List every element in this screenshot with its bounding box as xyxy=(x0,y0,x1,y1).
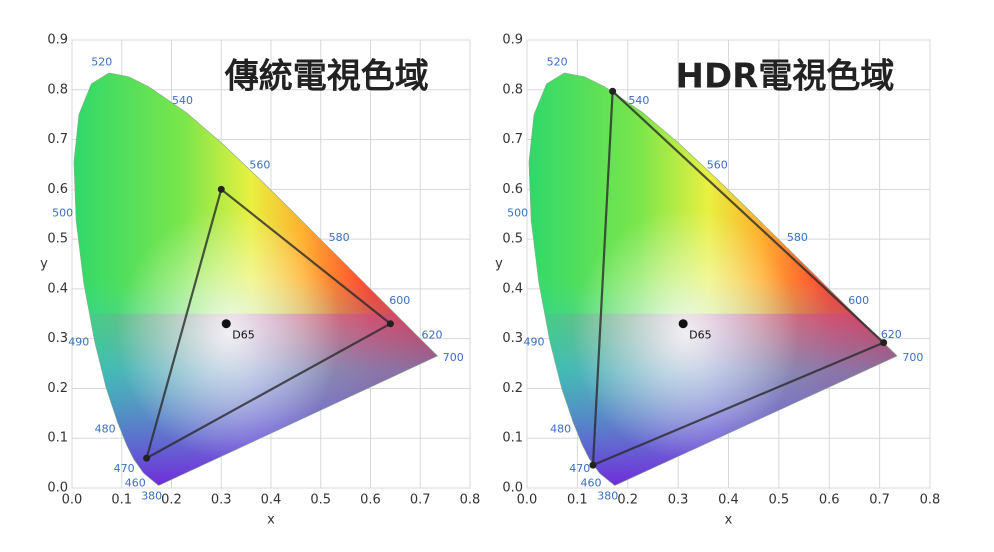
y-tick-label: 0.1 xyxy=(47,431,68,446)
y-tick-label: 0.6 xyxy=(47,182,68,197)
x-tick-label: 0.5 xyxy=(769,493,790,508)
y-tick-label: 0.2 xyxy=(47,381,68,396)
x-axis-label: x xyxy=(267,513,275,528)
x-tick-label: 0.2 xyxy=(617,493,638,508)
wavelength-label: 460 xyxy=(125,476,146,489)
white-point xyxy=(221,319,231,329)
chart: 0.0 0.1 0.2 0.3 0.4 0.5 0.6 0.7 0.8 0.0 0.1 0.2 0.3 0… xyxy=(495,33,940,528)
y-axis-label: y xyxy=(495,257,503,272)
x-tick-label: 0.4 xyxy=(261,493,282,508)
wavelength-label: 580 xyxy=(787,231,808,244)
chart: 0.0 0.1 0.2 0.3 0.4 0.5 0.6 0.7 0.8 0.0 0.1 0.2 0.3 0… xyxy=(40,33,480,528)
wavelength-label: 490 xyxy=(523,336,544,349)
y-tick-label: 0.7 xyxy=(502,132,523,147)
x-tick-label: 0.3 xyxy=(211,493,232,508)
y-tick-label: 0.8 xyxy=(47,82,68,97)
chart-title: HDR電視色域 xyxy=(675,57,894,97)
x-tick-label: 0.4 xyxy=(718,493,739,508)
white-point-label: D65 xyxy=(232,329,254,342)
wavelength-label: 560 xyxy=(707,158,728,171)
x-tick-label: 0.1 xyxy=(567,493,588,508)
x-tick-label: 0.7 xyxy=(410,493,431,508)
gamut-vertex xyxy=(609,87,617,95)
wavelength-label: 540 xyxy=(172,94,193,107)
gamut-vertex xyxy=(143,454,151,462)
x-tick-label: 0.5 xyxy=(310,493,331,508)
x-axis-label: x xyxy=(725,513,733,528)
gamut-triangle xyxy=(144,187,393,461)
y-tick-label: 0.5 xyxy=(47,232,68,247)
wavelength-label: 600 xyxy=(848,294,869,307)
white-point-label: D65 xyxy=(689,329,711,342)
wavelength-label: 380 xyxy=(141,489,162,502)
wavelength-label: 380 xyxy=(597,489,618,502)
wavelength-label: 520 xyxy=(91,55,112,68)
wavelength-label: 700 xyxy=(902,351,923,364)
y-tick-label: 0.4 xyxy=(502,281,523,296)
y-tick-label: 0.0 xyxy=(502,481,523,496)
wavelength-label: 620 xyxy=(881,328,902,341)
y-tick-label: 0.9 xyxy=(47,33,68,48)
chart-title: 傳統電視色域 xyxy=(224,57,429,97)
y-tick-label: 0.6 xyxy=(502,182,523,197)
spectral-locus xyxy=(528,72,898,486)
y-tick-label: 0.3 xyxy=(47,331,68,346)
y-tick-label: 0.5 xyxy=(502,232,523,247)
y-tick-label: 0.1 xyxy=(502,431,523,446)
x-tick-label: 0.1 xyxy=(111,493,132,508)
gamut-vertex xyxy=(386,320,394,328)
y-tick-label: 0.8 xyxy=(502,82,523,97)
wavelength-label: 600 xyxy=(389,294,410,307)
y-tick-label: 0.4 xyxy=(47,281,68,296)
x-tick-label: 0.7 xyxy=(869,493,890,508)
gamut-vertex xyxy=(217,185,225,193)
x-tick-label: 0.6 xyxy=(360,493,381,508)
gamut-triangle xyxy=(591,88,886,467)
wavelength-label: 580 xyxy=(329,231,350,244)
y-tick-label: 0.7 xyxy=(47,132,68,147)
x-tick-label: 0.0 xyxy=(517,493,538,508)
wavelength-label: 460 xyxy=(581,476,602,489)
x-tick-label: 0.0 xyxy=(62,493,83,508)
wavelength-label: 620 xyxy=(421,328,442,341)
wavelength-label: 700 xyxy=(443,351,464,364)
wavelength-label: 470 xyxy=(569,462,590,475)
wavelength-label: 560 xyxy=(249,158,270,171)
white-point xyxy=(678,319,688,329)
gamut-vertex xyxy=(880,339,888,347)
wavelength-label: 490 xyxy=(68,336,89,349)
wavelength-label: 480 xyxy=(550,423,571,436)
wavelength-label: 540 xyxy=(628,94,649,107)
x-tick-label: 0.6 xyxy=(819,493,840,508)
y-axis-label: y xyxy=(40,257,48,272)
wavelength-label: 470 xyxy=(114,462,135,475)
y-tick-label: 0.9 xyxy=(502,33,523,48)
x-tick-label: 0.3 xyxy=(668,493,689,508)
wavelength-label: 480 xyxy=(95,423,116,436)
wavelength-label: 500 xyxy=(52,206,73,219)
x-tick-label: 0.8 xyxy=(920,493,941,508)
y-tick-label: 0.0 xyxy=(47,481,68,496)
wavelength-label: 500 xyxy=(507,207,528,220)
y-tick-label: 0.2 xyxy=(502,381,523,396)
x-tick-label: 0.8 xyxy=(460,493,481,508)
x-tick-label: 0.2 xyxy=(161,493,182,508)
spectral-locus xyxy=(73,72,439,486)
y-tick-label: 0.3 xyxy=(502,331,523,346)
wavelength-label: 520 xyxy=(547,55,568,68)
gamut-vertex xyxy=(589,461,597,469)
